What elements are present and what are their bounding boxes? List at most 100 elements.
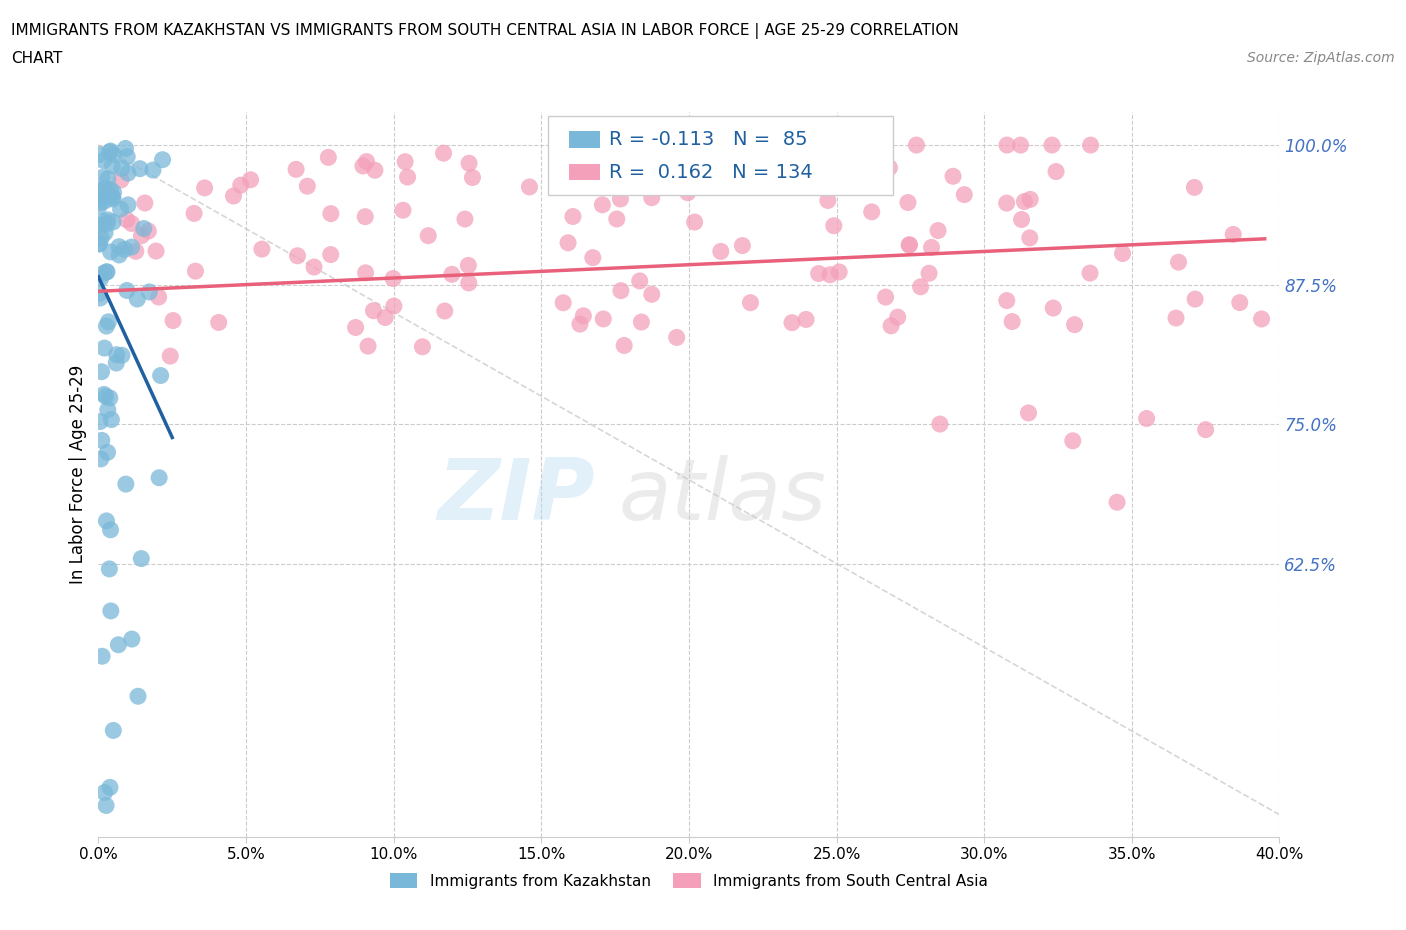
Point bbox=[555, 175, 578, 190]
Point bbox=[98, 182, 121, 197]
Point bbox=[89, 414, 111, 429]
Point bbox=[461, 170, 484, 185]
Point bbox=[683, 215, 706, 230]
Point bbox=[98, 189, 121, 204]
Point bbox=[149, 368, 172, 383]
Point bbox=[807, 266, 830, 281]
Point bbox=[886, 310, 908, 325]
Point bbox=[610, 284, 633, 299]
Point bbox=[208, 315, 231, 330]
Point bbox=[93, 387, 115, 402]
Point bbox=[457, 275, 479, 290]
Point bbox=[87, 147, 110, 162]
Point bbox=[115, 212, 138, 227]
Point bbox=[125, 244, 148, 259]
Point bbox=[363, 303, 385, 318]
Point bbox=[97, 212, 120, 227]
Point bbox=[96, 264, 118, 279]
Point bbox=[396, 169, 419, 184]
Point bbox=[108, 239, 131, 254]
Point bbox=[94, 798, 117, 813]
Point bbox=[97, 314, 120, 329]
Point bbox=[318, 150, 340, 165]
Text: IMMIGRANTS FROM KAZAKHSTAN VS IMMIGRANTS FROM SOUTH CENTRAL ASIA IN LABOR FORCE : IMMIGRANTS FROM KAZAKHSTAN VS IMMIGRANTS… bbox=[11, 23, 959, 39]
Point bbox=[121, 240, 143, 255]
Point bbox=[184, 264, 207, 279]
Point bbox=[918, 266, 941, 281]
Point bbox=[794, 312, 817, 326]
Point bbox=[107, 637, 129, 652]
Point bbox=[148, 289, 170, 304]
Point bbox=[90, 187, 112, 202]
Point bbox=[90, 365, 112, 379]
Point bbox=[1078, 266, 1101, 281]
Point bbox=[1010, 138, 1032, 153]
Point bbox=[665, 330, 688, 345]
Point bbox=[710, 244, 733, 259]
Point bbox=[319, 206, 342, 221]
Point bbox=[568, 317, 591, 332]
Point bbox=[1184, 180, 1206, 195]
Point bbox=[121, 631, 143, 646]
Point bbox=[94, 193, 117, 208]
Point bbox=[519, 179, 541, 194]
Point bbox=[357, 339, 380, 353]
Point bbox=[115, 283, 138, 298]
Point bbox=[93, 153, 115, 168]
Point bbox=[630, 314, 652, 329]
Point bbox=[96, 445, 118, 459]
Point bbox=[91, 649, 114, 664]
Point bbox=[780, 315, 803, 330]
Point bbox=[90, 195, 112, 210]
Point bbox=[1018, 231, 1040, 246]
Point bbox=[823, 219, 845, 233]
Point bbox=[364, 163, 387, 178]
Point bbox=[90, 433, 112, 448]
Point bbox=[921, 240, 943, 255]
Point bbox=[1229, 295, 1251, 310]
Point bbox=[818, 267, 841, 282]
Text: ZIP: ZIP bbox=[437, 455, 595, 538]
Point bbox=[676, 185, 699, 200]
Point bbox=[880, 318, 903, 333]
Point bbox=[115, 477, 138, 492]
Point bbox=[1011, 212, 1033, 227]
Point bbox=[898, 237, 921, 252]
Point bbox=[121, 216, 143, 231]
Point bbox=[418, 228, 440, 243]
Point bbox=[89, 286, 111, 300]
Point bbox=[1040, 138, 1063, 153]
Point bbox=[129, 551, 152, 566]
Point bbox=[90, 451, 112, 466]
Point bbox=[942, 169, 965, 184]
Point bbox=[628, 273, 651, 288]
Point bbox=[995, 138, 1018, 153]
Point bbox=[773, 151, 796, 166]
Point bbox=[875, 289, 897, 304]
Point bbox=[1136, 411, 1159, 426]
Point bbox=[1111, 246, 1133, 261]
Point bbox=[354, 265, 377, 280]
Point bbox=[1184, 292, 1206, 307]
Point bbox=[572, 309, 595, 324]
Point bbox=[100, 604, 122, 618]
Point bbox=[1164, 311, 1187, 325]
Point bbox=[557, 235, 579, 250]
Point bbox=[1019, 192, 1042, 206]
Point bbox=[90, 231, 112, 246]
Point bbox=[394, 154, 416, 169]
Point bbox=[89, 191, 111, 206]
Point bbox=[96, 319, 118, 334]
Point bbox=[392, 203, 415, 218]
Point bbox=[1195, 422, 1218, 437]
Point bbox=[995, 195, 1018, 210]
Point bbox=[114, 141, 136, 156]
Point bbox=[1107, 495, 1129, 510]
Point bbox=[127, 292, 149, 307]
Point bbox=[101, 190, 124, 205]
Point bbox=[93, 214, 115, 229]
Point bbox=[440, 267, 463, 282]
Point bbox=[229, 178, 252, 193]
Point bbox=[1063, 317, 1085, 332]
Point bbox=[98, 391, 121, 405]
